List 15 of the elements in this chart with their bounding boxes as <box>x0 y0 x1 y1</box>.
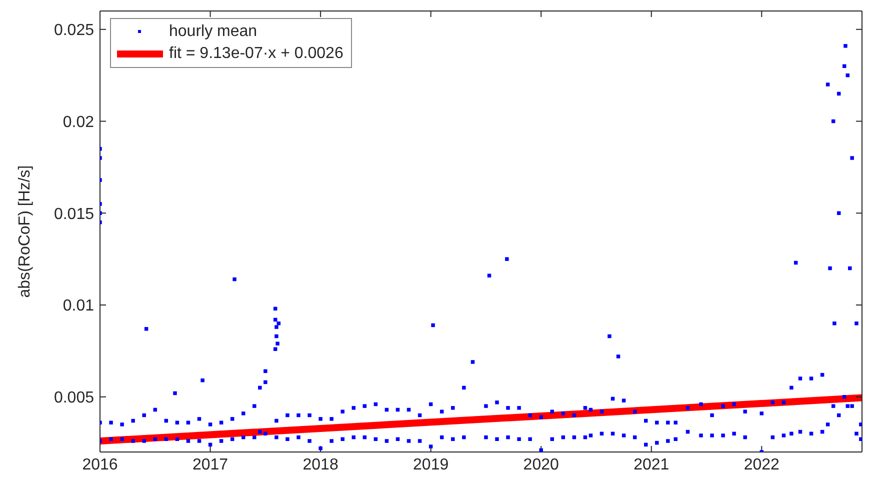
x-tick-label: 2017 <box>192 456 228 474</box>
x-tick-label: 2021 <box>634 456 670 474</box>
y-tick-label: 0.005 <box>54 390 94 407</box>
legend-label: hourly mean <box>169 22 258 42</box>
y-axis-title: abs(RoCoF) [Hz/s] <box>16 165 34 298</box>
y-tick-label: 0.01 <box>62 298 94 315</box>
legend-label: fit = 9.13e-07·x + 0.0026 <box>169 44 344 64</box>
x-tick-label: 2020 <box>523 456 559 474</box>
x-tick-label: 2019 <box>413 456 449 474</box>
y-tick-label: 0.025 <box>54 22 94 40</box>
x-tick-label: 2018 <box>302 456 338 474</box>
y-tick-label: 0.015 <box>54 206 94 223</box>
x-tick-label: 2022 <box>744 456 780 474</box>
x-tick-label: 2016 <box>82 456 118 474</box>
y-tick-label: 0.02 <box>62 114 94 131</box>
